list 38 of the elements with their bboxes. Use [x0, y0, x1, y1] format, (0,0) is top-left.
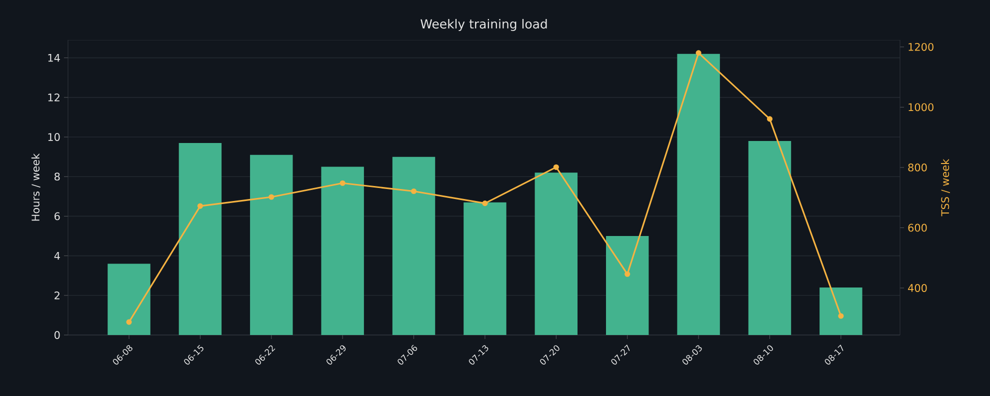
point: [624, 271, 630, 277]
y-tick-label: 4: [54, 252, 60, 260]
bar: [392, 156, 436, 335]
bar: [108, 264, 150, 335]
point: [838, 313, 844, 319]
y2-tick-label: 1000: [908, 103, 934, 112]
y-tick-label: 14: [48, 54, 60, 62]
point: [482, 200, 488, 206]
point: [340, 180, 346, 186]
y2-tick-label: 800: [908, 164, 927, 172]
y-axis-title: Hours / week: [31, 153, 40, 221]
bar: [677, 54, 720, 335]
bar: [464, 202, 506, 335]
bar: [534, 172, 578, 335]
point: [696, 50, 702, 56]
point: [410, 188, 417, 194]
y-tick-label: 10: [48, 133, 60, 141]
bar: [178, 142, 222, 335]
y-tick-label: 12: [48, 94, 60, 102]
point: [268, 194, 274, 200]
bar: [250, 154, 293, 335]
y2-tick-label: 600: [908, 224, 927, 232]
y2-axis-title: TSS / week: [941, 158, 950, 216]
bar: [820, 287, 862, 335]
point: [553, 164, 559, 170]
bar: [606, 236, 649, 335]
y-tick-label: 8: [54, 172, 60, 181]
point: [197, 203, 203, 209]
y-tick-label: 0: [54, 331, 60, 339]
point: [766, 116, 773, 122]
y2-tick-label: 1200: [908, 42, 934, 51]
bar: [321, 166, 364, 335]
y-tick-label: 2: [54, 292, 60, 300]
point: [126, 319, 132, 325]
bar: [748, 140, 792, 335]
y2-tick-label: 400: [908, 284, 927, 292]
y-tick-label: 6: [54, 212, 60, 220]
chart-title: Weekly training load: [420, 18, 547, 32]
